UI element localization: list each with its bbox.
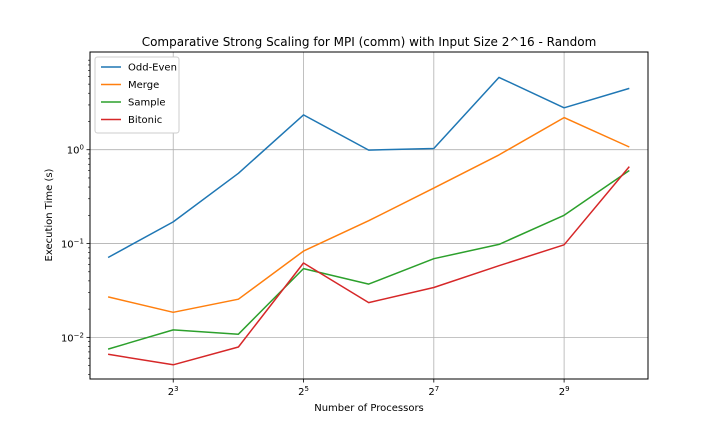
x-tick-label: 29: [559, 385, 570, 398]
y-axis-label: Execution Time (s): [44, 168, 55, 261]
x-axis-ticks: 23 25 27 29: [168, 379, 570, 398]
series-line-merge: [107, 116, 630, 314]
y-tick-label: 10−1: [61, 238, 84, 251]
x-tick-label-base: 2: [559, 387, 565, 398]
series-line-bitonic: [107, 166, 630, 366]
series-line-odd-even: [107, 76, 630, 259]
x-tick-label-exponent: 9: [565, 385, 569, 393]
y-tick-label-exponent: −1: [74, 238, 84, 246]
x-tick-label-base: 2: [298, 387, 304, 398]
legend-label: Bitonic: [128, 115, 162, 126]
series-lines: [107, 76, 630, 366]
x-tick-label-exponent: 7: [435, 385, 439, 393]
y-tick-label-base: 10: [61, 333, 74, 344]
y-tick-label-exponent: −2: [74, 331, 84, 339]
x-tick-label-base: 2: [428, 387, 434, 398]
x-tick-label-base: 2: [168, 387, 174, 398]
legend-label: Merge: [128, 80, 159, 91]
y-tick-label-base: 10: [67, 146, 80, 157]
x-tick-label: 23: [168, 385, 179, 398]
x-tick-label-exponent: 5: [304, 385, 308, 393]
y-tick-label-base: 10: [61, 240, 74, 251]
x-tick-label: 25: [298, 385, 309, 398]
legend-label: Sample: [128, 98, 166, 109]
legend-frame: [94, 56, 180, 134]
legend-label: Odd-Even: [128, 63, 177, 74]
y-tick-label: 100: [67, 144, 84, 157]
y-tick-label-exponent: 0: [80, 144, 84, 152]
legend: Odd-Even Merge Sample Bitonic: [94, 56, 180, 134]
series-line-sample: [107, 169, 630, 350]
x-tick-label-exponent: 3: [174, 385, 178, 393]
chart-title: Comparative Strong Scaling for MPI (comm…: [142, 35, 597, 49]
x-tick-label: 27: [428, 385, 439, 398]
x-axis-label: Number of Processors: [314, 403, 424, 414]
y-tick-label: 10−2: [61, 331, 84, 344]
